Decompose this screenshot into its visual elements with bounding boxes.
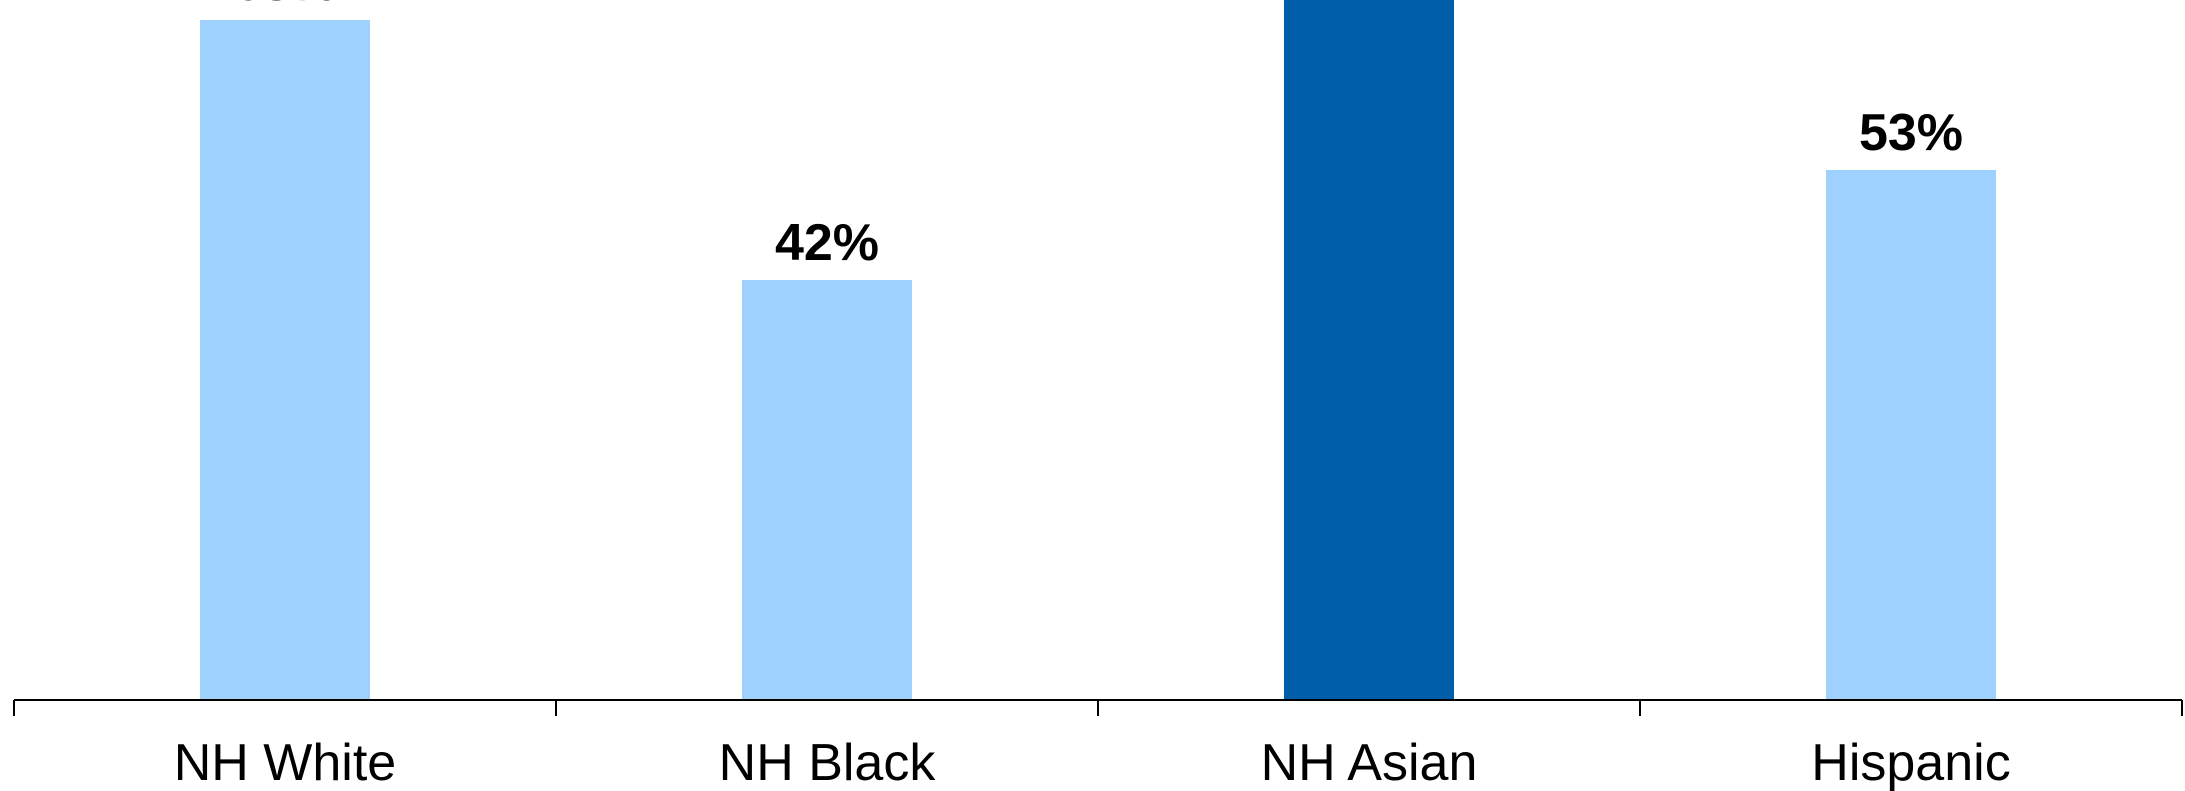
- category-label: NH Black: [719, 734, 937, 791]
- value-labels-group: 68%42%75%53%: [233, 0, 1963, 272]
- bar-value-label: 53%: [1859, 104, 1963, 162]
- bar-nh-white: [200, 20, 370, 700]
- x-axis-ticks: [13, 700, 2183, 716]
- bar-nh-black: [742, 280, 912, 700]
- category-label: NH White: [174, 734, 396, 791]
- bar-value-label: 42%: [775, 214, 879, 272]
- category-label: Hispanic: [1811, 734, 2010, 791]
- category-labels-group: NH White NH Black NH Asian Hispanic: [174, 734, 2011, 791]
- category-label: NH Asian: [1261, 734, 1478, 791]
- bar-value-label: 68%: [233, 0, 337, 12]
- bars-group: [200, 0, 1996, 700]
- bar-hispanic: [1826, 170, 1996, 700]
- bar-nh-asian: [1284, 0, 1454, 700]
